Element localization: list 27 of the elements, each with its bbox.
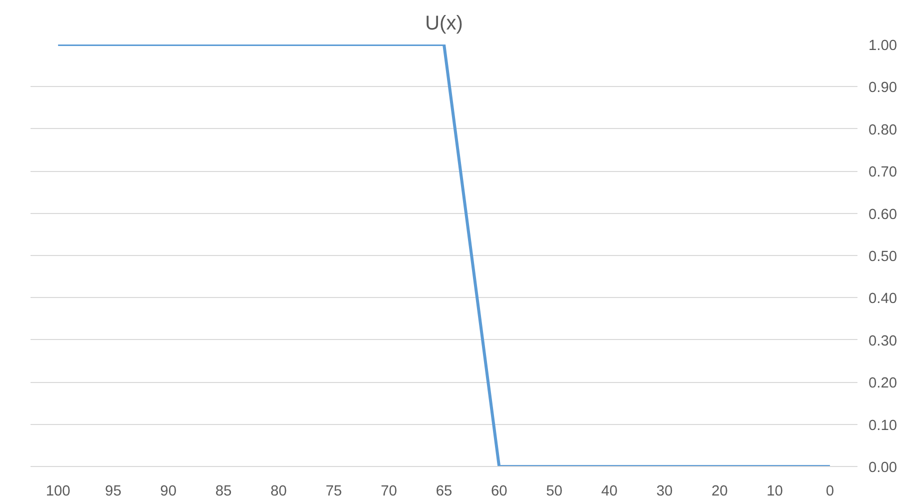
y-tick-label: 0.70 [868, 164, 898, 181]
y-tick-label: 0.10 [868, 418, 898, 434]
x-tick-label: 85 [215, 484, 232, 500]
x-tick-label: 80 [270, 484, 287, 500]
x-tick-label: 40 [601, 484, 618, 500]
y-tick-label: 0.90 [868, 80, 898, 96]
x-tick-label: 30 [656, 484, 673, 500]
y-tick-label: 0.40 [868, 291, 898, 308]
chart-title: U(x) [425, 12, 463, 34]
x-tick-label: 100 [46, 484, 70, 500]
y-tick-label: 0.50 [868, 249, 898, 265]
x-tick-label: 90 [160, 484, 176, 500]
y-tick-label: 1.00 [868, 38, 898, 54]
x-tick-label: 20 [712, 484, 728, 500]
y-tick-label: 0.30 [868, 333, 898, 350]
y-tick-label: 0.20 [868, 376, 898, 392]
x-tick-label: 75 [326, 484, 342, 500]
x-tick-label: 70 [380, 484, 398, 500]
y-tick-label: 0.60 [868, 206, 898, 223]
y-tick-label: 0.00 [868, 460, 898, 476]
x-tick-label: 50 [546, 484, 562, 500]
x-tick-label: 10 [766, 484, 783, 500]
y-tick-label: 0.80 [868, 122, 898, 138]
x-tick-label: 0 [826, 484, 834, 500]
x-tick-label: 65 [436, 484, 452, 500]
x-tick-label: 95 [105, 484, 122, 500]
x-tick-label: 60 [490, 484, 508, 500]
